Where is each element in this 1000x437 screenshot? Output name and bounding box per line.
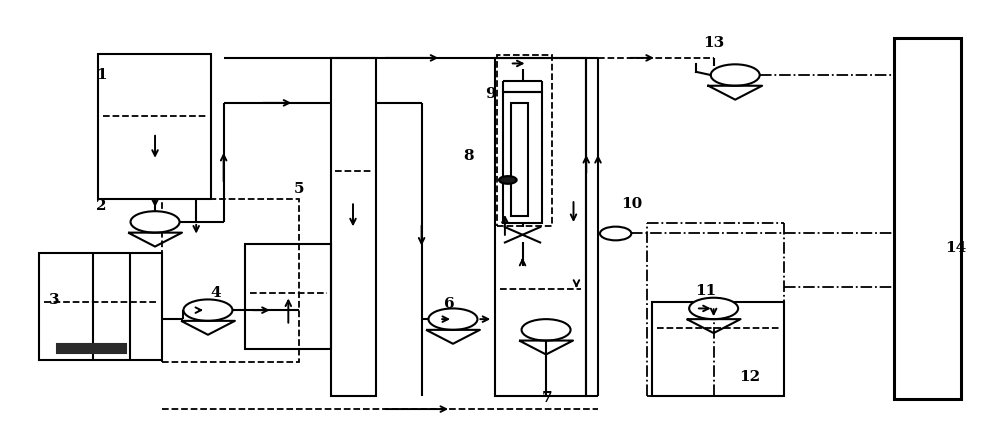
Text: 1: 1 — [96, 68, 106, 82]
Text: 2: 2 — [96, 199, 106, 213]
Text: 12: 12 — [739, 370, 760, 384]
Text: 14: 14 — [945, 242, 966, 256]
Text: 6: 6 — [444, 297, 454, 311]
Circle shape — [689, 298, 738, 319]
Bar — [503, 92, 542, 223]
Bar — [894, 38, 961, 399]
Bar — [495, 58, 586, 396]
Bar — [98, 54, 211, 199]
Circle shape — [600, 227, 631, 240]
Text: 4: 4 — [210, 286, 221, 301]
Text: 11: 11 — [695, 284, 716, 298]
Text: 8: 8 — [463, 149, 474, 163]
Circle shape — [499, 176, 517, 184]
Circle shape — [711, 64, 760, 86]
Bar — [57, 344, 126, 354]
Circle shape — [428, 309, 477, 330]
Bar — [162, 199, 299, 362]
Bar — [652, 302, 784, 396]
Bar — [331, 58, 376, 396]
Circle shape — [522, 319, 571, 340]
Text: 3: 3 — [49, 293, 59, 307]
Circle shape — [131, 211, 180, 232]
Text: 5: 5 — [294, 181, 304, 195]
Text: 13: 13 — [703, 36, 724, 50]
Text: 9: 9 — [485, 87, 496, 101]
Bar — [245, 244, 331, 349]
Bar — [39, 253, 162, 360]
Text: 7: 7 — [542, 392, 552, 406]
Circle shape — [183, 299, 232, 321]
Bar — [497, 55, 552, 226]
Bar — [511, 103, 528, 216]
Text: 10: 10 — [622, 197, 643, 211]
